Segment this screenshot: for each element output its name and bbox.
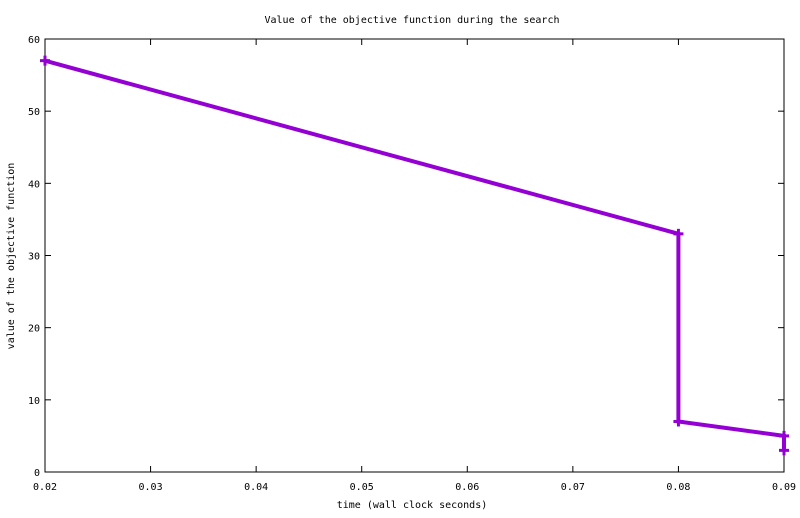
y-axis-label: value of the objective function <box>6 163 17 350</box>
x-tick-label: 0.07 <box>561 482 585 493</box>
x-tick-label: 0.03 <box>139 482 163 493</box>
x-axis-ticks: 0.02 0.03 0.04 0.05 0.06 0.07 0.08 0.09 <box>33 39 796 493</box>
x-tick-label: 0.09 <box>772 482 796 493</box>
x-tick-label: 0.04 <box>244 482 268 493</box>
y-tick-label: 0 <box>34 468 40 479</box>
x-tick-label: 0.02 <box>33 482 57 493</box>
y-tick-label: 50 <box>28 107 40 118</box>
x-tick-label: 0.06 <box>455 482 479 493</box>
y-tick-label: 60 <box>28 35 40 46</box>
series-layer <box>40 55 789 456</box>
chart-title: Value of the objective function during t… <box>264 15 559 26</box>
plot-area-frame <box>44 38 785 473</box>
x-tick-label: 0.05 <box>350 482 374 493</box>
y-tick-label: 30 <box>28 252 40 263</box>
y-tick-label: 40 <box>28 179 40 190</box>
y-tick-label: 10 <box>28 396 40 407</box>
x-tick-label: 0.08 <box>666 482 690 493</box>
data-point-marker <box>40 55 50 66</box>
data-point-marker <box>779 445 789 456</box>
y-tick-label: 20 <box>28 324 40 335</box>
data-point-marker <box>673 416 684 427</box>
x-axis-label: time (wall clock seconds) <box>337 500 488 511</box>
y-axis-ticks: 0 10 20 30 40 50 60 <box>28 35 784 479</box>
series-line <box>44 58 786 451</box>
data-point-marker <box>673 228 684 239</box>
data-point-marker <box>779 430 789 441</box>
